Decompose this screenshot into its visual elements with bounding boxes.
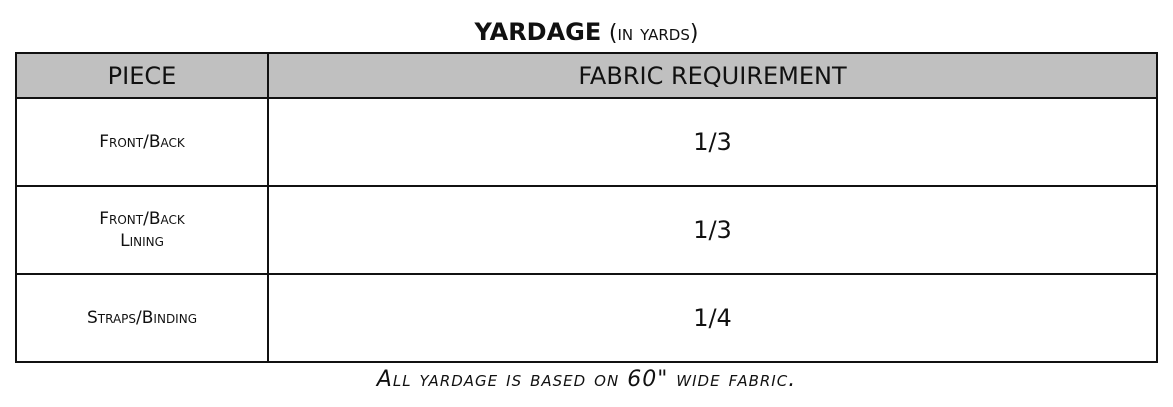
requirement-cell: 1/4 [267,273,1158,363]
header-row: PIECE FABRIC REQUIREMENT [15,52,1158,99]
title-sub: (in yards) [608,21,699,46]
table-title: YARDAGE (in yards) [0,18,1173,46]
title-main: YARDAGE [474,18,602,46]
table-row: Front/Back Lining 1/3 [15,185,1158,275]
yardage-table: PIECE FABRIC REQUIREMENT Front/Back 1/3 … [15,52,1158,363]
requirement-cell: 1/3 [267,185,1158,275]
requirement-cell: 1/3 [267,97,1158,187]
piece-label: Front/Back [99,132,185,152]
header-piece: PIECE [15,52,269,99]
piece-label: Straps/Binding [87,308,197,328]
table-row: Front/Back 1/3 [15,97,1158,187]
header-fabric-requirement: FABRIC REQUIREMENT [267,52,1158,99]
footnote: All yardage is based on 60" wide fabric. [376,367,797,392]
piece-label-line2: Lining [120,231,164,251]
piece-cell: Front/Back Lining [15,185,269,275]
piece-cell: Straps/Binding [15,273,269,363]
piece-cell: Front/Back [15,97,269,187]
table-row: Straps/Binding 1/4 [15,273,1158,363]
piece-label: Front/Back [99,209,185,229]
